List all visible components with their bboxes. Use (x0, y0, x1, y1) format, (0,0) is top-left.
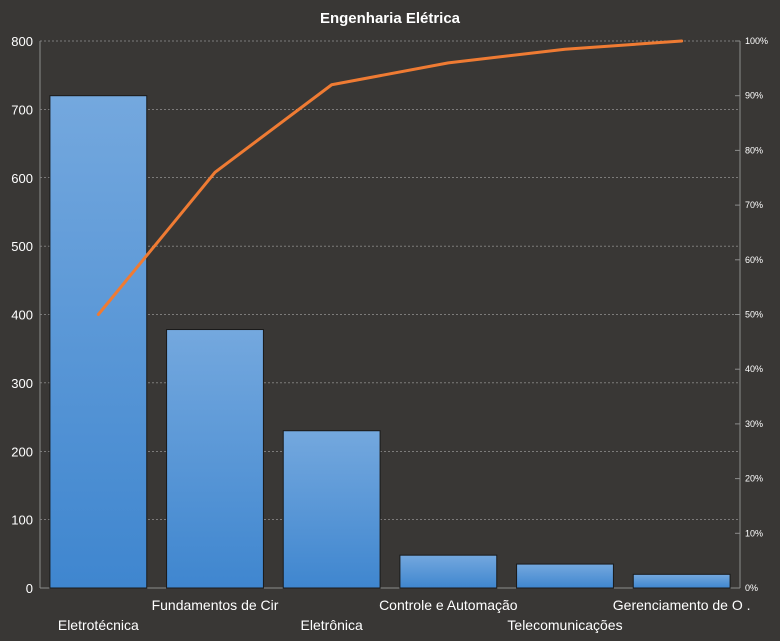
y2-tick-label: 80% (745, 145, 763, 155)
chart-title: Engenharia Elétrica (320, 10, 461, 27)
bar (632, 573, 731, 589)
x-tick-label: Telecomunicações (507, 617, 622, 633)
y2-tick-label: 30% (745, 419, 763, 429)
y2-tick-label: 100% (745, 36, 768, 46)
y-axis-left: 0 100 200 300 400 500 600 700 800 (11, 34, 740, 596)
y2-tick-label: 90% (745, 91, 763, 101)
y2-tick-label: 0% (745, 583, 758, 593)
bar (399, 554, 498, 589)
x-tick-label: Gerenciamento de O . (613, 597, 751, 613)
bar (49, 95, 148, 589)
y-tick-label: 200 (11, 444, 33, 459)
bar (282, 430, 381, 589)
y-tick-label: 400 (11, 308, 33, 323)
bar (516, 563, 614, 589)
y-tick-label: 300 (11, 376, 33, 391)
y-tick-label: 0 (26, 581, 33, 596)
y2-tick-label: 10% (745, 528, 763, 538)
y-tick-label: 100 (11, 513, 33, 528)
y2-tick-label: 60% (745, 255, 763, 265)
y-tick-label: 600 (11, 171, 33, 186)
x-tick-label: Eletrotécnica (58, 617, 139, 633)
y2-tick-label: 40% (745, 364, 763, 374)
y2-tick-label: 70% (745, 200, 763, 210)
y2-tick-label: 50% (745, 310, 763, 320)
x-tick-label: Fundamentos de Cir (152, 597, 279, 613)
gridlines (40, 40, 740, 520)
x-axis-labels: Eletrotécnica Fundamentos de Cir Eletrônic… (58, 597, 751, 633)
y2-tick-label: 20% (745, 474, 763, 484)
cumulative-line (96, 39, 684, 316)
bar-series (49, 95, 731, 589)
y-tick-label: 800 (11, 34, 33, 49)
x-tick-label: Eletrônica (301, 617, 363, 633)
y-axis-right: 0% 10% 20% 30% 40% 50% 60% 70% 80% 90% 100% (735, 36, 768, 593)
y-tick-label: 700 (11, 102, 33, 117)
bar (166, 329, 264, 589)
x-tick-label: Controle e Automação (379, 597, 518, 613)
y-tick-label: 500 (11, 239, 33, 254)
cumulative-line-series (96, 39, 684, 316)
